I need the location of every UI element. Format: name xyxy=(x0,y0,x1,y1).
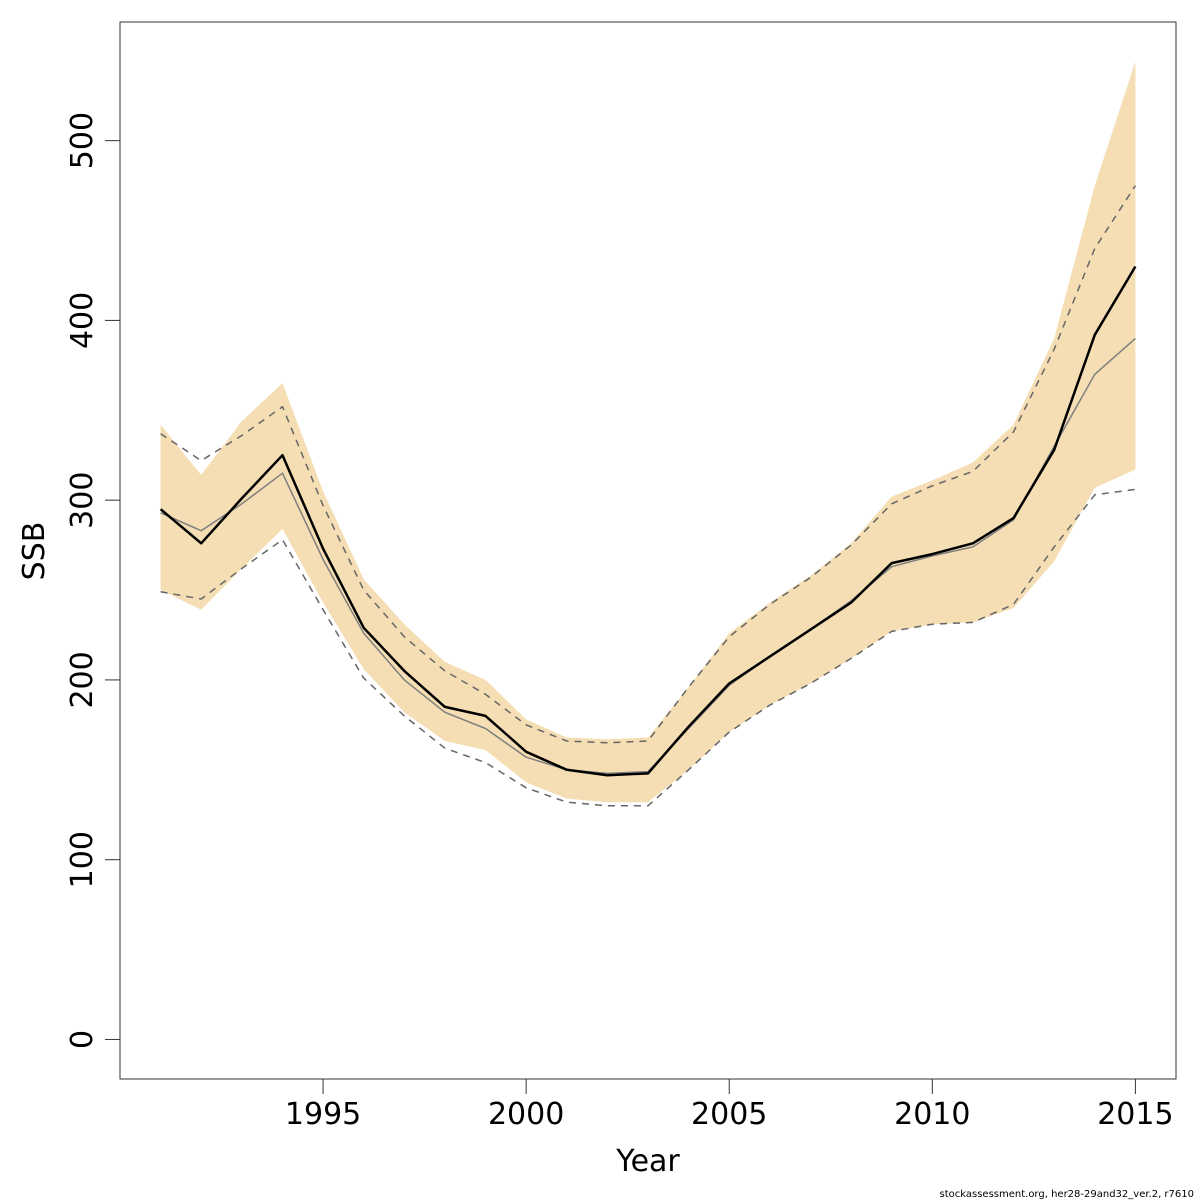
footer-credit: stockassessment.org, her28-29and32_ver.2… xyxy=(940,1189,1195,1200)
confidence-band-area xyxy=(160,61,1136,803)
y-tick-label: 200 xyxy=(65,651,100,708)
x-tick-label: 2010 xyxy=(894,1097,970,1132)
x-tick-label: 2005 xyxy=(691,1097,767,1132)
confidence-band xyxy=(160,61,1136,803)
y-axis: 0 100 200 300 400 500 xyxy=(65,112,121,1049)
ssb-estimate-line xyxy=(159,265,1137,777)
x-axis: 1995 2000 2005 2010 2015 xyxy=(285,1078,1174,1132)
upper-dashed-line xyxy=(160,185,1137,744)
y-tick-label: 300 xyxy=(65,472,100,529)
y-axis-title: SSB xyxy=(17,522,52,581)
x-tick-label: 1995 xyxy=(285,1097,361,1132)
x-tick-label: 2000 xyxy=(488,1097,564,1132)
series-lines xyxy=(159,185,1137,807)
y-tick-label: 400 xyxy=(65,292,100,349)
lower-dashed-line xyxy=(160,488,1136,807)
y-tick-label: 500 xyxy=(65,112,100,169)
y-tick-label: 0 xyxy=(65,1030,100,1049)
y-tick-label: 100 xyxy=(65,831,100,888)
x-axis-title: Year xyxy=(615,1144,680,1179)
x-tick-label: 2015 xyxy=(1097,1097,1173,1132)
